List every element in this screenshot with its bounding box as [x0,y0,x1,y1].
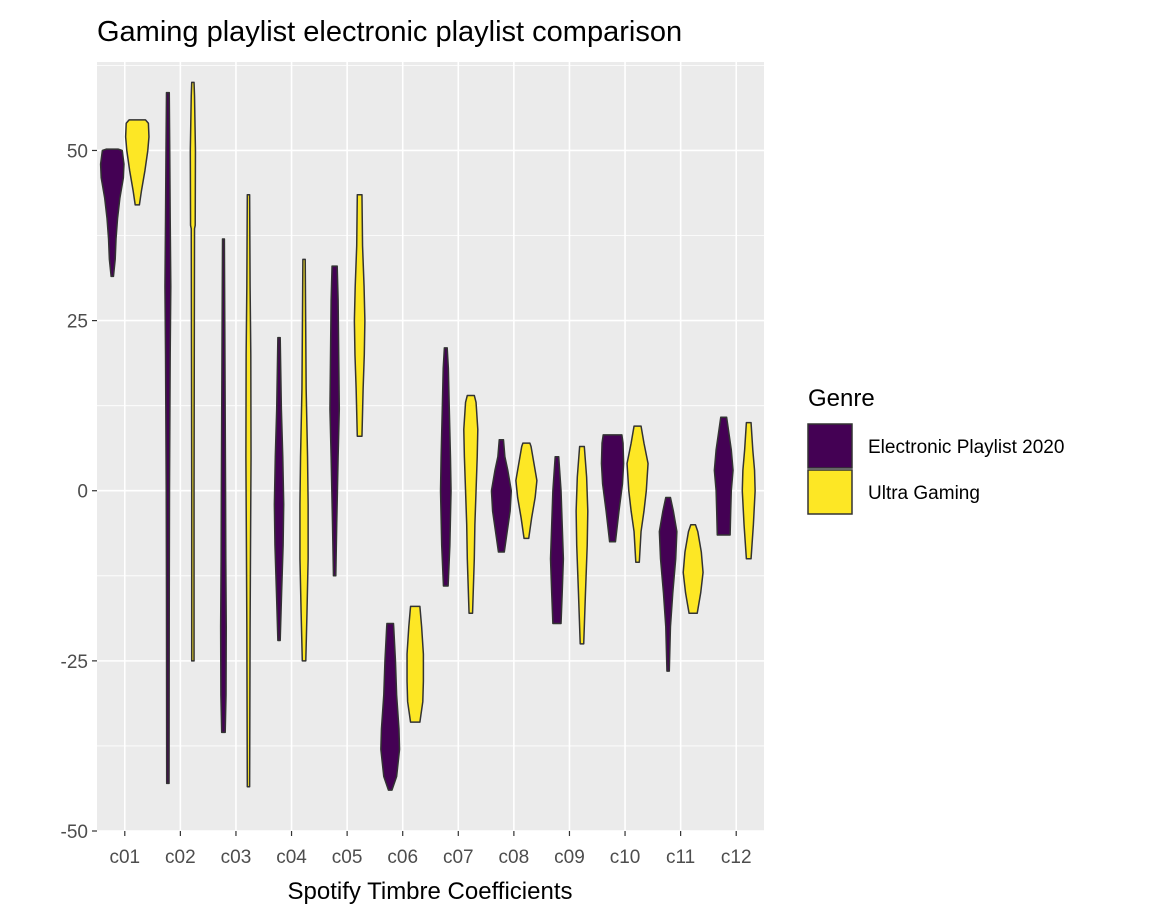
y-tick-label: 50 [67,141,88,162]
chart-title: Gaming playlist electronic playlist comp… [97,16,682,48]
legend: Genre Electronic Playlist 2020 Ultra Gam… [807,385,1064,515]
legend-label-ultra-gaming: Ultra Gaming [868,483,980,504]
x-tick-label-c07: c07 [443,847,474,868]
violin-c04-ultra-gaming [299,258,309,662]
x-tick-label-c11: c11 [666,847,695,868]
y-tick-label: 25 [67,312,88,333]
violin-c08-ultra-gaming [515,442,538,540]
violin-c06-ultra-gaming [406,605,425,723]
violin-c03-electronic-playlist-2020 [219,238,227,734]
violin-c08-electronic-playlist-2020 [490,438,513,553]
x-axis: c01 c02 c03 c04 c05 c06 c07 c08 c09 c10 c11 c12 [109,831,752,868]
violin-c11-ultra-gaming [682,524,704,614]
legend-key-ultra-gaming [807,469,853,515]
x-tick-label-c09: c09 [554,847,585,868]
violin-c04-electronic-playlist-2020 [273,336,285,642]
x-axis-title: Spotify Timbre Coefficients [287,878,572,905]
violin-c05-electronic-playlist-2020 [329,265,341,577]
violin-c09-electronic-playlist-2020 [549,455,565,625]
y-tick-label: 0 [77,482,88,503]
x-tick-label-c10: c10 [610,847,641,868]
x-tick-label-c04: c04 [276,847,307,868]
grid-lines [97,62,764,832]
y-axis: -50 -25 0 25 50 [61,141,97,843]
x-tick-label-c01: c01 [109,847,140,868]
violin-c03-ultra-gaming [245,193,252,788]
violin-c02-electronic-playlist-2020 [164,91,172,785]
violin-c07-ultra-gaming [463,394,479,614]
x-tick-label-c12: c12 [721,847,752,868]
legend-key-electronic [807,423,853,469]
violin-c11-electronic-playlist-2020 [658,496,678,672]
x-tick-label-c08: c08 [499,847,530,868]
x-tick-label-c06: c06 [387,847,418,868]
y-tick-label: -25 [61,652,88,673]
violin-c10-ultra-gaming [626,425,649,563]
x-tick-label-c02: c02 [165,847,196,868]
plot-panel [97,62,764,831]
legend-title: Genre [808,385,875,412]
x-tick-label-c05: c05 [332,847,363,868]
y-tick-label: -50 [61,822,88,843]
violin-c06-electronic-playlist-2020 [380,622,401,791]
violin-c05-ultra-gaming [353,193,366,438]
violin-c10-electronic-playlist-2020 [600,434,625,543]
violin-c12-ultra-gaming [741,421,756,560]
violin-c01-electronic-playlist-2020 [99,148,125,278]
violin-c12-electronic-playlist-2020 [713,416,734,536]
violins-layer [99,81,756,791]
violin-c01-ultra-gaming [124,119,150,206]
x-tick-label-c03: c03 [221,847,252,868]
violin-c07-electronic-playlist-2020 [439,347,452,587]
legend-label-electronic: Electronic Playlist 2020 [868,437,1064,458]
violin-c02-ultra-gaming [189,81,197,662]
violin-c09-ultra-gaming [575,445,589,645]
